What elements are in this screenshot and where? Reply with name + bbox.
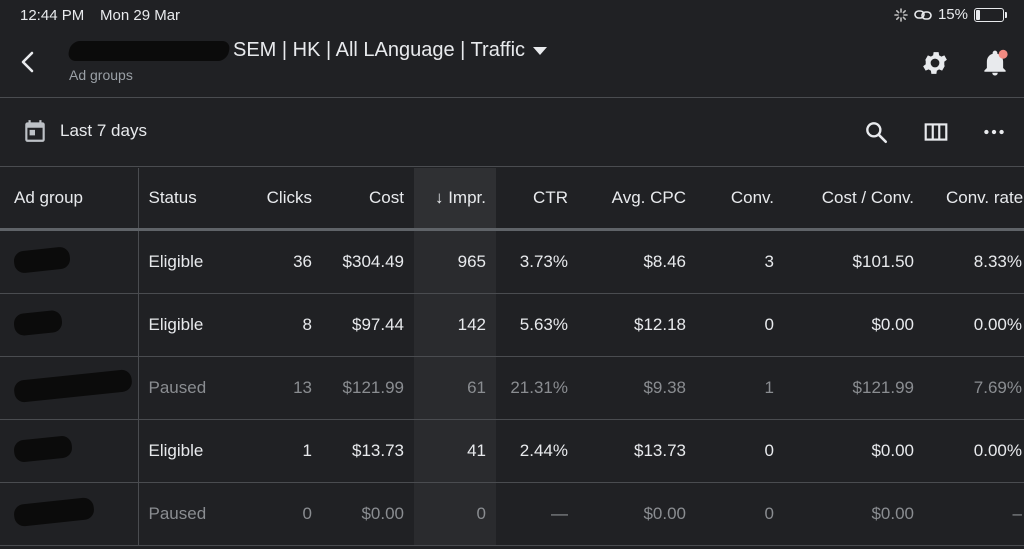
clicks-cell: 0 (230, 482, 322, 546)
ctr-cell: 2.44% (496, 419, 578, 483)
avg-cpc-cell: $0.00 (578, 482, 696, 546)
status-date: Mon 29 Mar (100, 7, 181, 24)
impr-cell: 0 (414, 482, 496, 546)
table-row[interactable]: Eligible 36 $304.49 965 3.73% $8.46 3 $1… (0, 229, 1024, 294)
avg-cpc-cell: $13.73 (578, 419, 696, 483)
filter-divider (0, 166, 1024, 167)
impr-cell: 41 (414, 419, 496, 483)
col-header-cost-per-conv[interactable]: Cost / Conv. (784, 168, 924, 231)
cost-cell: $13.73 (322, 419, 414, 483)
ad-group-name-redacted[interactable] (0, 356, 139, 420)
date-range-selector[interactable]: Last 7 days (22, 118, 147, 144)
columns-icon[interactable] (923, 119, 949, 145)
ctr-cell: 3.73% (496, 229, 578, 294)
cost-conv-cell: $121.99 (784, 356, 924, 420)
page-title: SEM | HK | All LAnguage | Traffic (233, 39, 526, 61)
col-header-impr[interactable]: ↓ Impr. (414, 168, 496, 231)
status-cell: Eligible (138, 293, 230, 357)
battery-percent: 15% (937, 6, 968, 23)
impr-cell: 965 (414, 229, 496, 294)
col-header-status[interactable]: Status (138, 168, 230, 231)
avg-cpc-cell: $8.46 (578, 229, 696, 294)
impr-cell: 142 (414, 293, 496, 357)
date-range-label: Last 7 days (60, 121, 147, 140)
status-cell: Paused (138, 356, 230, 420)
status-cell: Eligible (138, 419, 230, 483)
dropdown-caret-icon[interactable] (533, 46, 548, 55)
notification-dot (998, 49, 1008, 59)
notification-bell-icon[interactable] (980, 48, 1010, 78)
col-header-avg-cpc[interactable]: Avg. CPC (578, 168, 696, 231)
sort-desc-icon: ↓ (434, 188, 444, 207)
conv-rate-cell: 8.33% (924, 229, 1024, 294)
ad-group-name-redacted[interactable] (0, 419, 139, 483)
conv-cell: 3 (696, 229, 784, 294)
avg-cpc-cell: $12.18 (578, 293, 696, 357)
clicks-cell: 13 (230, 356, 322, 420)
clicks-cell: 1 (230, 419, 322, 483)
ad-group-name-redacted[interactable] (0, 229, 139, 294)
col-header-conv-rate[interactable]: Conv. rate (924, 168, 1024, 231)
search-icon[interactable] (863, 119, 889, 145)
status-cell: Eligible (138, 229, 230, 294)
ad-group-name-redacted[interactable] (0, 482, 139, 546)
col-header-ad-group[interactable]: Ad group (0, 168, 139, 231)
cost-conv-cell: $0.00 (784, 419, 924, 483)
app-bar: SEM | HK | All LAnguage | Traffic Ad gro… (0, 30, 1024, 97)
conv-cell: 0 (696, 293, 784, 357)
settings-gear-icon[interactable] (920, 48, 950, 78)
clicks-cell: 8 (230, 293, 322, 357)
table-row[interactable]: Eligible 8 $97.44 142 5.63% $12.18 0 $0.… (0, 293, 1024, 357)
filter-bar: Last 7 days (0, 98, 1024, 166)
cost-cell: $97.44 (322, 293, 414, 357)
campaign-selector[interactable]: SEM | HK | All LAnguage | Traffic (66, 39, 548, 62)
ctr-cell: — (496, 482, 578, 546)
link-icon (914, 9, 932, 20)
cost-cell: $121.99 (322, 356, 414, 420)
status-time: 12:44 PM (20, 7, 85, 24)
cost-conv-cell: $101.50 (784, 229, 924, 294)
status-bar: 12:44 PM Mon 29 Mar 15% (0, 0, 1024, 30)
loading-spinner-icon (894, 7, 908, 22)
more-options-icon[interactable] (981, 119, 1007, 145)
status-cell: Paused (138, 482, 230, 546)
page-subtitle: Ad groups (69, 67, 133, 83)
conv-rate-cell: 0.00% (924, 419, 1024, 483)
ctr-cell: 21.31% (496, 356, 578, 420)
ad-groups-table: Ad group Status Clicks Cost ↓ Impr. CTR … (0, 168, 1024, 546)
conv-cell: 0 (696, 419, 784, 483)
conv-cell: 0 (696, 482, 784, 546)
cost-cell: $304.49 (322, 229, 414, 294)
col-header-conv[interactable]: Conv. (696, 168, 784, 231)
col-header-ctr[interactable]: CTR (496, 168, 578, 231)
col-header-cost[interactable]: Cost (322, 168, 414, 231)
conv-cell: 1 (696, 356, 784, 420)
table-header-row: Ad group Status Clicks Cost ↓ Impr. CTR … (0, 168, 1024, 231)
clicks-cell: 36 (230, 229, 322, 294)
cost-cell: $0.00 (322, 482, 414, 546)
conv-rate-cell: 0.00% (924, 293, 1024, 357)
table-row[interactable]: Eligible 1 $13.73 41 2.44% $13.73 0 $0.0… (0, 419, 1024, 483)
title-area: SEM | HK | All LAnguage | Traffic Ad gro… (66, 39, 548, 83)
calendar-icon (25, 120, 45, 142)
table-row[interactable]: Paused 13 $121.99 61 21.31% $9.38 1 $121… (0, 356, 1024, 420)
col-header-clicks[interactable]: Clicks (230, 168, 322, 231)
col-header-impr-label: Impr. (448, 188, 486, 207)
cost-conv-cell: $0.00 (784, 293, 924, 357)
status-indicators: 15% (894, 6, 1007, 23)
ctr-cell: 5.63% (496, 293, 578, 357)
conv-rate-cell: 7.69% (924, 356, 1024, 420)
redacted-campaign-prefix (66, 40, 232, 61)
battery-icon (974, 7, 1007, 22)
back-arrow-icon[interactable] (14, 48, 42, 76)
ad-group-name-redacted[interactable] (0, 293, 139, 357)
avg-cpc-cell: $9.38 (578, 356, 696, 420)
impr-cell: 61 (414, 356, 496, 420)
conv-rate-cell: – (924, 482, 1024, 546)
header-divider (0, 97, 1024, 98)
table-row[interactable]: Paused 0 $0.00 0 — $0.00 0 $0.00 – (0, 482, 1024, 546)
cost-conv-cell: $0.00 (784, 482, 924, 546)
